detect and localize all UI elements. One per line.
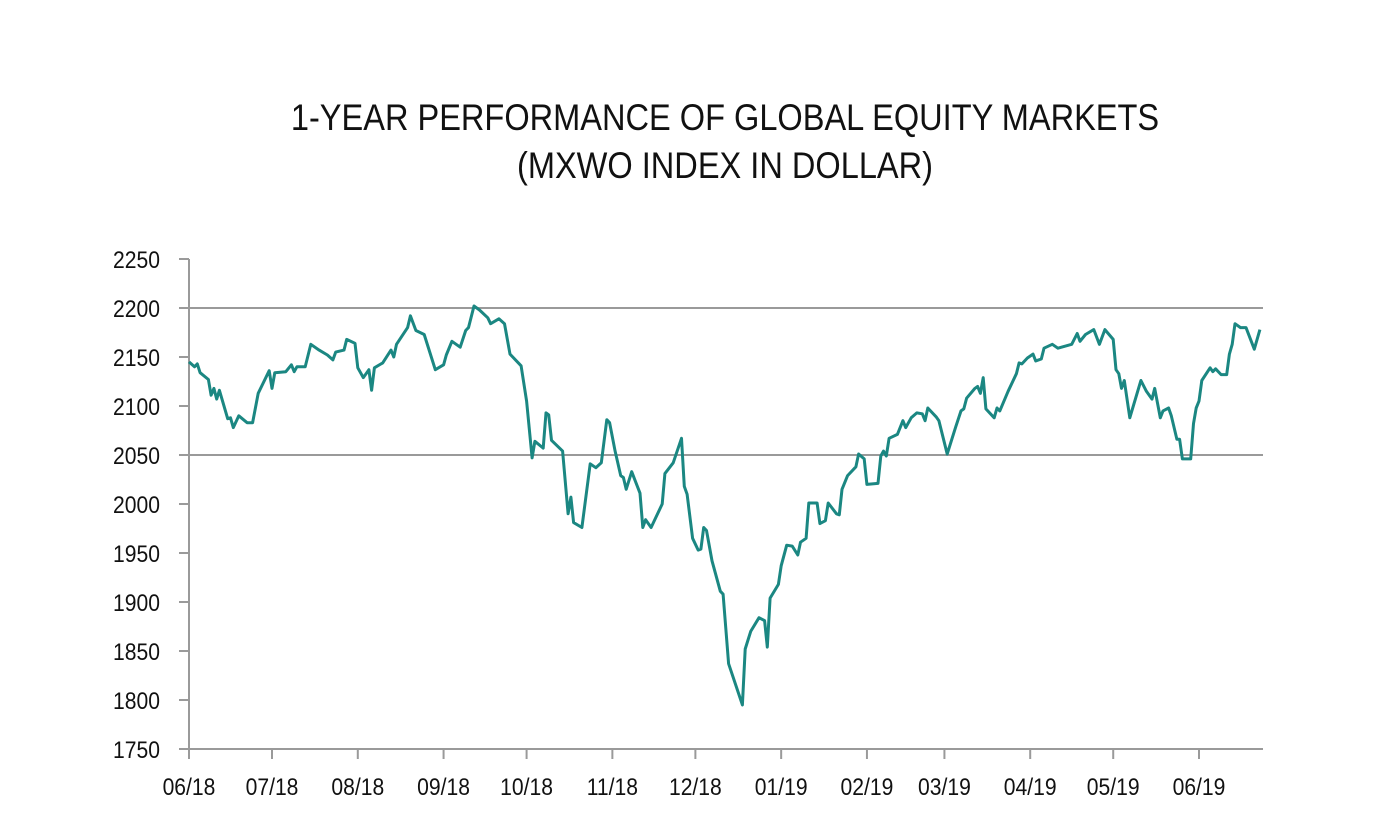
x-tick-label: 12/18 [669,774,722,801]
x-tick-label: 09/18 [417,774,470,801]
series-line [188,304,1262,707]
y-tick-label: 2100 [113,394,160,421]
y-tick-label: 2250 [113,247,160,274]
y-tick-label: 1750 [113,737,160,764]
y-tick-label: 2200 [113,296,160,323]
x-tick-label: 11/18 [587,774,638,801]
gridlines [189,307,1263,456]
y-tick-label: 1900 [113,590,160,617]
x-tick-labels: 06/18 07/18 08/18 09/18 10/18 11/18 12/18 01/19… [163,774,1226,801]
x-tick-label: 01/19 [755,774,808,801]
y-tick-label: 1950 [113,541,160,568]
x-tick-label: 06/18 [163,774,216,801]
x-tick-label: 03/19 [918,774,971,801]
y-tick-label: 2000 [113,492,160,519]
x-tick-label: 06/19 [1173,774,1226,801]
y-tick-label: 1850 [113,639,160,666]
x-tick-label: 05/19 [1087,774,1140,801]
y-tick-label: 1800 [113,688,160,715]
chart-title-line-1: 1-YEAR PERFORMANCE OF GLOBAL EQUITY MARK… [291,97,1159,138]
axes [179,258,1263,759]
x-tick-label: 02/19 [841,774,894,801]
x-tick-label: 10/18 [500,774,553,801]
chart-title-line-2: (MXWO INDEX IN DOLLAR) [517,145,933,186]
y-tick-label: 2150 [113,345,160,372]
y-tick-label: 2050 [113,443,160,470]
x-tick-label: 07/18 [246,774,299,801]
x-tick-label: 08/18 [331,774,384,801]
y-tick-labels: 1750 1800 1850 1900 1950 2000 2050 2100 2150 2200… [113,247,160,764]
x-tick-label: 04/19 [1004,774,1057,801]
